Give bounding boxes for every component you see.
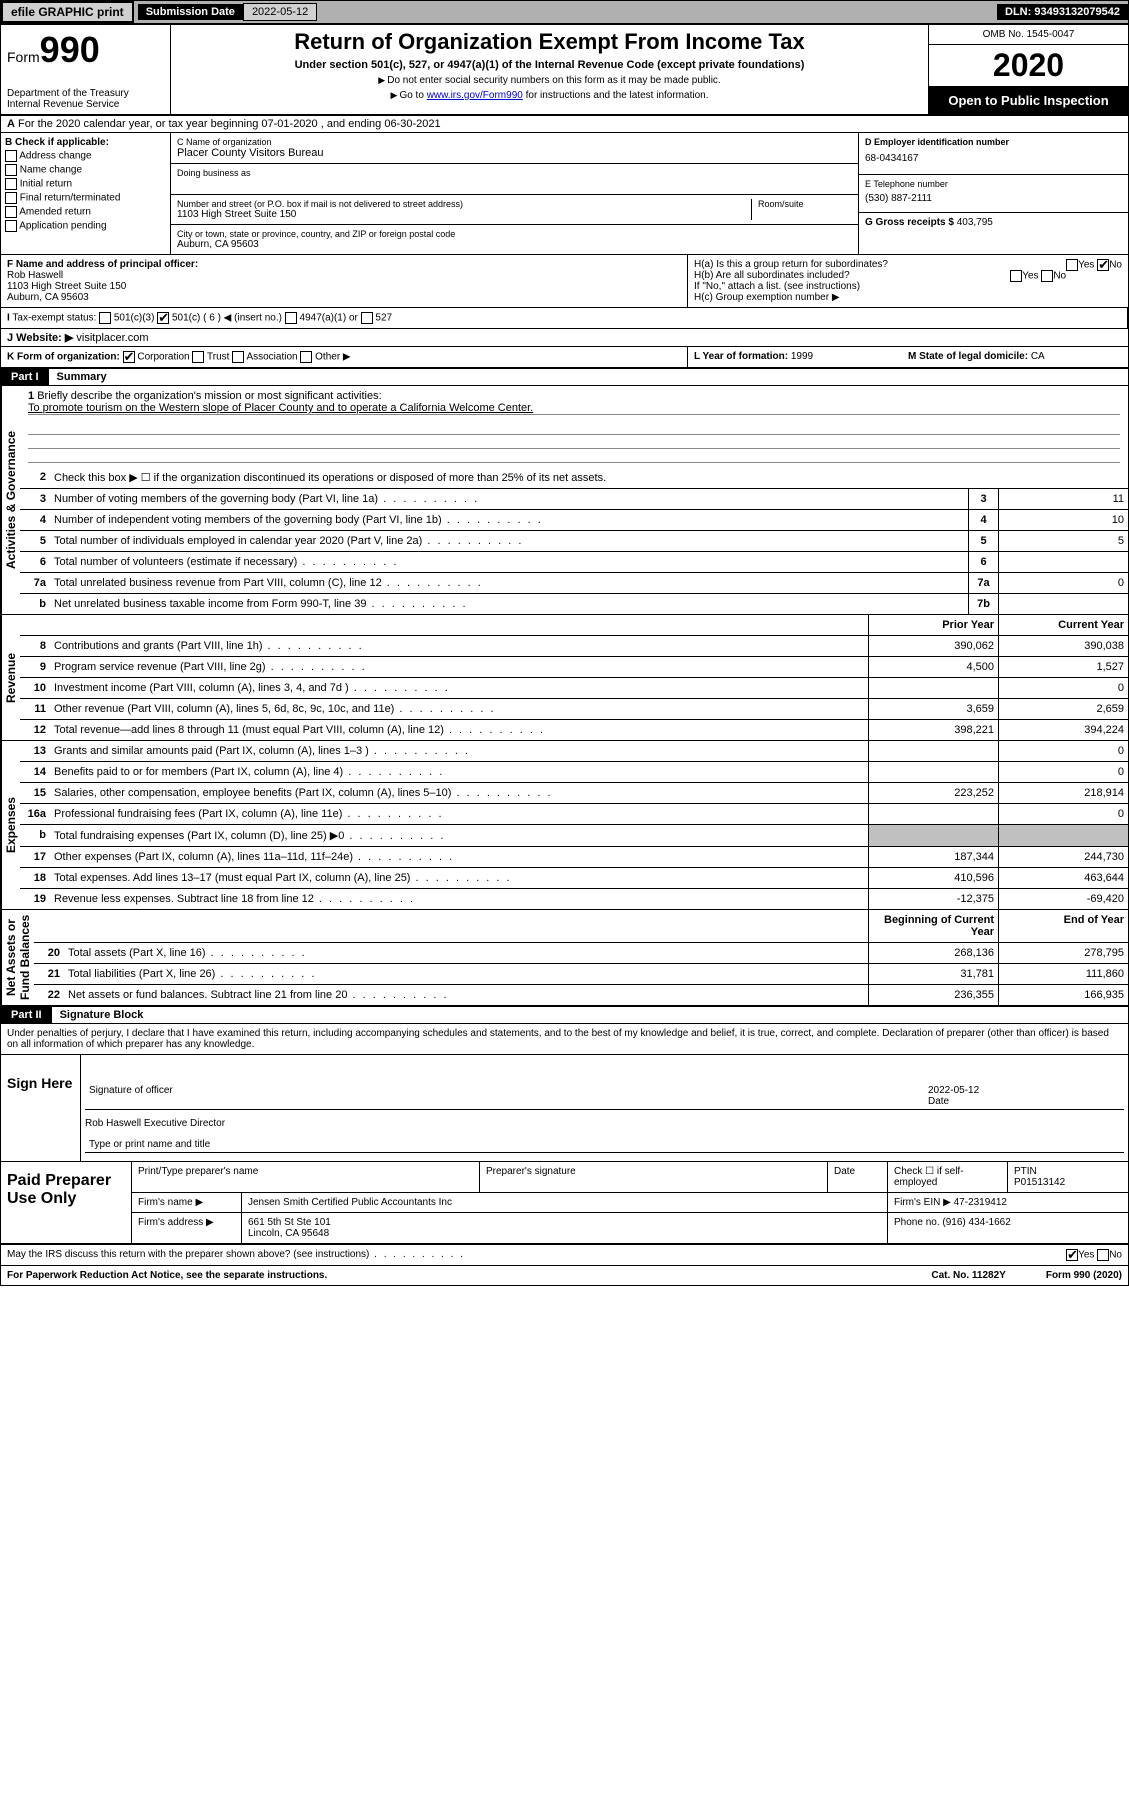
form-number: Form990: [7, 29, 164, 71]
room-label: Room/suite: [758, 199, 852, 209]
summary-row: b Net unrelated business taxable income …: [20, 594, 1128, 614]
summary-row: 6 Total number of volunteers (estimate i…: [20, 552, 1128, 573]
vert-revenue: Revenue: [1, 615, 20, 740]
top-bar: efile GRAPHIC print Submission Date 2022…: [1, 1, 1128, 25]
mission-block: 1 Briefly describe the organization's mi…: [20, 386, 1128, 467]
form-title: Return of Organization Exempt From Incom…: [175, 29, 924, 55]
footer: For Paperwork Reduction Act Notice, see …: [1, 1266, 1128, 1285]
form-990-page: efile GRAPHIC print Submission Date 2022…: [0, 0, 1129, 1286]
ein-value: 68-0434167: [865, 147, 1122, 170]
tel-value: (530) 887-2111: [865, 189, 1122, 208]
subdate-label: Submission Date: [138, 4, 243, 20]
open-public-badge: Open to Public Inspection: [929, 87, 1128, 114]
section-b-g: B Check if applicable: Address change Na…: [1, 133, 1128, 255]
ptin: P01513142: [1014, 1177, 1065, 1188]
part-1-header: Part I Summary: [1, 368, 1128, 386]
org-name: Placer County Visitors Bureau: [177, 147, 852, 159]
paid-preparer-block: Paid Preparer Use Only Print/Type prepar…: [1, 1162, 1128, 1245]
summary-row: 17 Other expenses (Part IX, column (A), …: [20, 847, 1128, 868]
addr-label: Number and street (or P.O. box if mail i…: [177, 199, 745, 209]
col-b-checkboxes: B Check if applicable: Address change Na…: [1, 133, 171, 254]
summary-row: 5 Total number of individuals employed i…: [20, 531, 1128, 552]
firm-phone: (916) 434-1662: [942, 1217, 1010, 1228]
summary-row: 4 Number of independent voting members o…: [20, 510, 1128, 531]
summary-row: 19 Revenue less expenses. Subtract line …: [20, 889, 1128, 909]
firm-ein: 47-2319412: [954, 1197, 1007, 1208]
irs-discuss-row: May the IRS discuss this return with the…: [1, 1245, 1128, 1266]
vert-expenses: Expenses: [1, 741, 20, 909]
row-i-j: I Tax-exempt status: 501(c)(3) 501(c) ( …: [1, 308, 1128, 329]
summary-row: 18 Total expenses. Add lines 13–17 (must…: [20, 868, 1128, 889]
summary-row: 16a Professional fundraising fees (Part …: [20, 804, 1128, 825]
vert-netassets: Net Assets or Fund Balances: [1, 910, 34, 1005]
tax-year: 2020: [929, 45, 1128, 87]
ein-label: D Employer identification number: [865, 137, 1009, 147]
omb-number: OMB No. 1545-0047: [929, 25, 1128, 45]
subdate-value: 2022-05-12: [243, 3, 317, 21]
part-2-header: Part II Signature Block: [1, 1006, 1128, 1024]
row-a-tax-year: A For the 2020 calendar year, or tax yea…: [1, 116, 1128, 133]
tel-label: E Telephone number: [865, 179, 1122, 189]
officer-name: Rob Haswell: [7, 270, 63, 281]
summary-row: b Total fundraising expenses (Part IX, c…: [20, 825, 1128, 847]
summary-row: 20 Total assets (Part X, line 16) 268,13…: [34, 943, 1128, 964]
dln: DLN: 93493132079542: [997, 4, 1128, 20]
row-f-h: F Name and address of principal officer:…: [1, 255, 1128, 308]
sign-here-block: Sign Here Signature of officer 2022-05-1…: [1, 1055, 1128, 1162]
efile-print-button[interactable]: efile GRAPHIC print: [1, 1, 134, 23]
summary-row: 21 Total liabilities (Part X, line 26) 3…: [34, 964, 1128, 985]
row-j-website: J Website: ▶ visitplacer.com: [1, 329, 1128, 347]
city-state-zip: Auburn, CA 95603: [177, 239, 852, 250]
summary-row: 7a Total unrelated business revenue from…: [20, 573, 1128, 594]
vert-governance: Activities & Governance: [1, 386, 20, 614]
form-subtitle: Under section 501(c), 527, or 4947(a)(1)…: [175, 59, 924, 71]
irs-link[interactable]: www.irs.gov/Form990: [427, 90, 523, 101]
summary-row: 10 Investment income (Part VIII, column …: [20, 678, 1128, 699]
firm-name: Jensen Smith Certified Public Accountant…: [242, 1193, 888, 1212]
summary-row: 15 Salaries, other compensation, employe…: [20, 783, 1128, 804]
gross-label: G Gross receipts $: [865, 217, 954, 228]
summary-row: 3 Number of voting members of the govern…: [20, 489, 1128, 510]
officer-signature-name: Rob Haswell Executive Director: [85, 1114, 1124, 1133]
officer-addr: 1103 High Street Suite 150 Auburn, CA 95…: [7, 281, 126, 303]
summary-row: 13 Grants and similar amounts paid (Part…: [20, 741, 1128, 762]
summary-row: 14 Benefits paid to or for members (Part…: [20, 762, 1128, 783]
city-label: City or town, state or province, country…: [177, 229, 852, 239]
summary-row: 22 Net assets or fund balances. Subtract…: [34, 985, 1128, 1005]
summary-row: 11 Other revenue (Part VIII, column (A),…: [20, 699, 1128, 720]
form-header: Form990 Department of the Treasury Inter…: [1, 25, 1128, 116]
row-k-l-m: K Form of organization: Corporation Trus…: [1, 347, 1128, 368]
penalty-text: Under penalties of perjury, I declare th…: [1, 1024, 1128, 1055]
mission-text: To promote tourism on the Western slope …: [28, 402, 1120, 415]
org-name-label: C Name of organization: [177, 137, 852, 147]
street-address: 1103 High Street Suite 150: [177, 209, 745, 220]
ssn-note: Do not enter social security numbers on …: [175, 75, 924, 86]
dept-treasury: Department of the Treasury Internal Reve…: [7, 88, 164, 110]
goto-note: Go to www.irs.gov/Form990 for instructio…: [175, 90, 924, 101]
summary-row: 9 Program service revenue (Part VIII, li…: [20, 657, 1128, 678]
dba-label: Doing business as: [177, 168, 852, 178]
summary-row: 12 Total revenue—add lines 8 through 11 …: [20, 720, 1128, 740]
website: visitplacer.com: [76, 332, 148, 344]
gross-value: 403,795: [957, 217, 993, 228]
summary-row: 8 Contributions and grants (Part VIII, l…: [20, 636, 1128, 657]
